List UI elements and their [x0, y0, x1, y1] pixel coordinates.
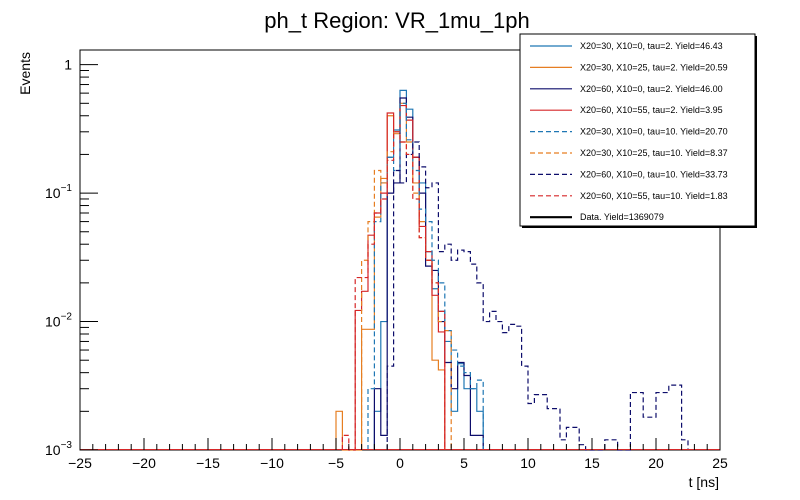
series-line-5: [367, 102, 484, 450]
series-line-8: [341, 131, 446, 451]
legend-entry-7: X20=60, X10=0, tau=10. Yield=33.73: [580, 169, 728, 179]
y-axis-label: Events: [17, 52, 33, 95]
legend-entry-9: Data. Yield=1369079: [580, 212, 664, 222]
x-tick-label: 10: [520, 455, 536, 471]
series-line-3: [373, 97, 484, 450]
series-line-2: [335, 102, 446, 451]
x-tick-label: −20: [132, 455, 156, 471]
legend-entry-2: X20=30, X10=25, tau=2. Yield=20.59: [580, 62, 728, 72]
x-tick-label: −25: [68, 455, 92, 471]
x-tick-label: −15: [196, 455, 220, 471]
chart-title: ph_t Region: VR_1mu_1ph: [264, 8, 529, 33]
legend-entry-6: X20=30, X10=25, tau=10. Yield=8.37: [580, 148, 728, 158]
x-tick-label: 0: [396, 455, 404, 471]
x-tick-label: 20: [648, 455, 664, 471]
legend-shadow-right: [755, 36, 757, 228]
y-tick-label: 10−3: [45, 440, 72, 458]
x-axis: −25 −20 −15 −10 −5 0 5 10 15 20 25: [68, 438, 728, 471]
legend-entry-5: X20=30, X10=0, tau=10. Yield=20.70: [580, 127, 728, 137]
x-tick-label: −10: [260, 455, 284, 471]
legend: X20=30, X10=0, tau=2. Yield=46.43 X20=30,…: [519, 33, 757, 228]
legend-entry-3: X20=60, X10=0, tau=2. Yield=46.00: [580, 84, 723, 94]
legend-entry-8: X20=60, X10=55, tau=10. Yield=1.83: [580, 191, 728, 201]
legend-box: [519, 33, 756, 227]
series-line-1: [373, 89, 484, 450]
y-tick-label: 10−2: [45, 312, 72, 330]
y-axis: 10−3 10−2 10−1 1: [45, 57, 98, 458]
series-line-7: [386, 141, 689, 451]
x-tick-label: −5: [328, 455, 344, 471]
x-tick-label: 15: [584, 455, 600, 471]
y-tick-label: 1: [64, 57, 72, 73]
legend-entry-1: X20=30, X10=0, tau=2. Yield=46.43: [580, 41, 723, 51]
legend-shadow-bottom: [522, 226, 757, 228]
x-tick-label: 25: [712, 455, 728, 471]
x-axis-label: t [ns]: [689, 474, 719, 490]
legend-entry-4: X20=60, X10=55, tau=2. Yield=3.95: [580, 105, 723, 115]
y-tick-label: 10−1: [45, 183, 72, 201]
x-tick-label: 5: [460, 455, 468, 471]
